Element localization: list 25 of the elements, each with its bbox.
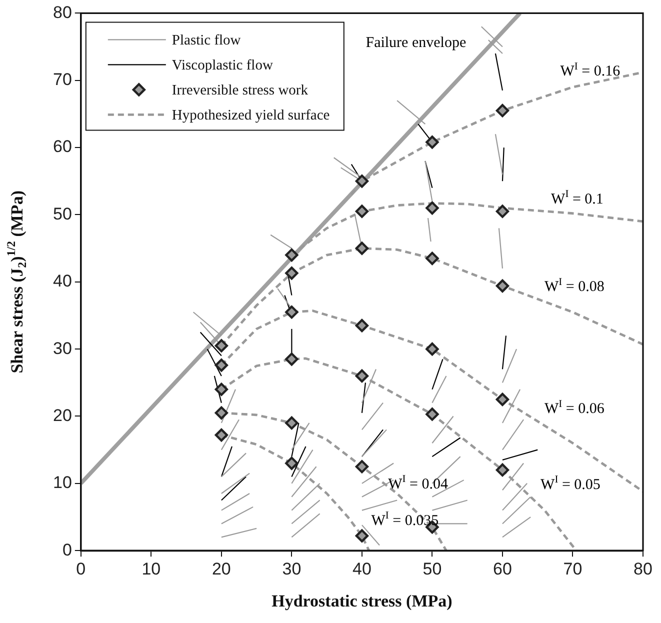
y-tick-label: 50 (52, 204, 72, 224)
y-tick-label: 10 (52, 473, 72, 492)
y-tick-label: 70 (52, 70, 72, 90)
x-tick-label: 0 (76, 559, 86, 578)
y-tick-label: 40 (52, 272, 72, 291)
y-axis-title: Shear stress (J2)1/2 (MPa) (4, 190, 30, 374)
x-tick-label: 60 (493, 559, 512, 578)
y-tick-label: 0 (62, 540, 72, 560)
legend-label: Hypothesized yield surface (172, 108, 330, 124)
y-tick-label: 20 (52, 406, 72, 425)
legend-label: Plastic flow (172, 32, 242, 49)
x-tick-label: 10 (142, 559, 161, 578)
y-tick-label: 80 (52, 2, 72, 22)
y-tick-label: 60 (52, 137, 72, 156)
legend-label: Viscoplastic flow (172, 58, 274, 74)
x-tick-label: 80 (634, 559, 652, 578)
legend-label: Irreversible stress work (172, 82, 309, 99)
x-tick-label: 70 (563, 559, 582, 578)
annotation: Failure envelope (366, 35, 466, 52)
x-tick-label: 30 (282, 559, 302, 578)
y-tick-label: 30 (52, 338, 72, 358)
x-tick-label: 40 (352, 559, 372, 578)
x-tick-label: 20 (212, 559, 231, 578)
x-axis-title: Hydrostatic stress (MPa) (272, 591, 452, 610)
x-tick-label: 50 (422, 559, 442, 578)
